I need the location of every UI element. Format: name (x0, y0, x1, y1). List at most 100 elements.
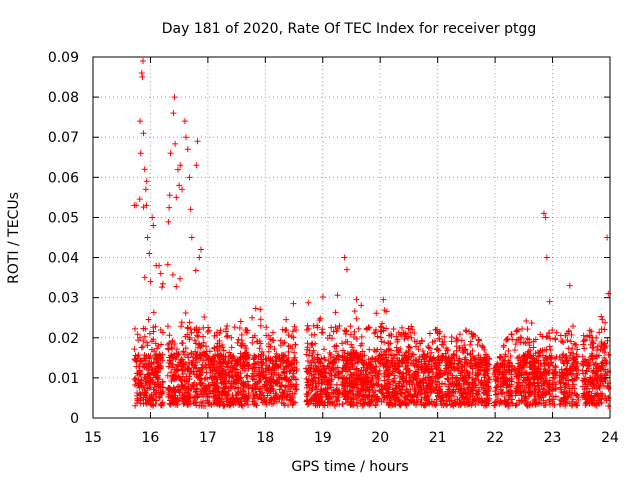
data-point (417, 399, 424, 406)
data-point (604, 234, 611, 241)
data-point (340, 365, 347, 372)
data-point (138, 376, 145, 383)
data-point (153, 391, 160, 398)
data-point (537, 347, 544, 354)
data-point (407, 386, 414, 393)
data-point (157, 270, 164, 277)
data-point (306, 370, 313, 377)
data-point (236, 401, 243, 408)
data-point (245, 365, 252, 372)
data-point (445, 354, 452, 361)
data-point (269, 385, 276, 392)
data-point (293, 326, 300, 333)
data-point (188, 385, 195, 392)
data-point (388, 333, 395, 340)
x-tick-label: 21 (429, 430, 447, 446)
data-point (504, 399, 511, 406)
data-point (573, 375, 580, 382)
data-point (193, 324, 200, 331)
data-point (221, 384, 228, 391)
data-point (135, 363, 142, 370)
data-point (205, 399, 212, 406)
data-point (235, 388, 242, 395)
data-point (357, 397, 364, 404)
data-point (588, 353, 595, 360)
data-point (328, 381, 335, 388)
data-point (141, 274, 148, 281)
data-point (333, 342, 340, 349)
data-point (187, 326, 194, 333)
data-point (416, 383, 423, 390)
data-point (169, 271, 176, 278)
data-point (275, 364, 282, 371)
data-point (380, 296, 387, 303)
data-point (215, 388, 222, 395)
data-point (436, 336, 443, 343)
data-point (454, 336, 461, 343)
data-point (289, 328, 296, 335)
data-point (330, 328, 337, 335)
data-point (377, 346, 384, 353)
data-points (131, 58, 612, 409)
data-point (403, 349, 410, 356)
data-point (598, 376, 605, 383)
data-point (416, 353, 423, 360)
data-point (366, 369, 373, 376)
data-point (467, 341, 474, 348)
data-point (588, 328, 595, 335)
data-point (460, 393, 467, 400)
data-point (567, 352, 574, 359)
data-point (143, 339, 150, 346)
data-point (507, 353, 514, 360)
data-point (539, 371, 546, 378)
data-point (266, 399, 273, 406)
data-point (387, 340, 394, 347)
data-point (564, 337, 571, 344)
data-point (249, 339, 256, 346)
data-point (170, 394, 177, 401)
data-point (414, 392, 421, 399)
data-point (531, 397, 538, 404)
data-point (285, 354, 292, 361)
data-point (134, 389, 141, 396)
data-point (343, 374, 350, 381)
data-point (564, 398, 571, 405)
data-point (348, 387, 355, 394)
data-point (309, 341, 316, 348)
data-point (440, 353, 447, 360)
data-point (376, 359, 383, 366)
data-point (581, 337, 588, 344)
data-point (349, 361, 356, 368)
data-point (147, 394, 154, 401)
data-point (327, 377, 334, 384)
data-point (265, 332, 272, 339)
data-point (570, 381, 577, 388)
data-point (475, 371, 482, 378)
data-point (389, 378, 396, 385)
x-tick-label: 17 (199, 430, 217, 446)
data-point (430, 369, 437, 376)
data-point (368, 356, 375, 363)
data-point (303, 351, 310, 358)
data-point (324, 386, 331, 393)
data-point (142, 396, 149, 403)
x-tick-label: 16 (142, 430, 160, 446)
data-point (563, 358, 570, 365)
data-point (252, 400, 259, 407)
data-point (215, 384, 222, 391)
data-point (530, 344, 537, 351)
data-point (348, 352, 355, 359)
data-point (404, 399, 411, 406)
data-point (211, 357, 218, 364)
data-point (436, 360, 443, 367)
data-point (457, 372, 464, 379)
data-point (435, 347, 442, 354)
data-point (278, 399, 285, 406)
data-point (405, 325, 412, 332)
data-point (450, 388, 457, 395)
data-point (339, 340, 346, 347)
data-point (429, 373, 436, 380)
data-point (145, 352, 152, 359)
data-point (584, 395, 591, 402)
data-point (342, 380, 349, 387)
